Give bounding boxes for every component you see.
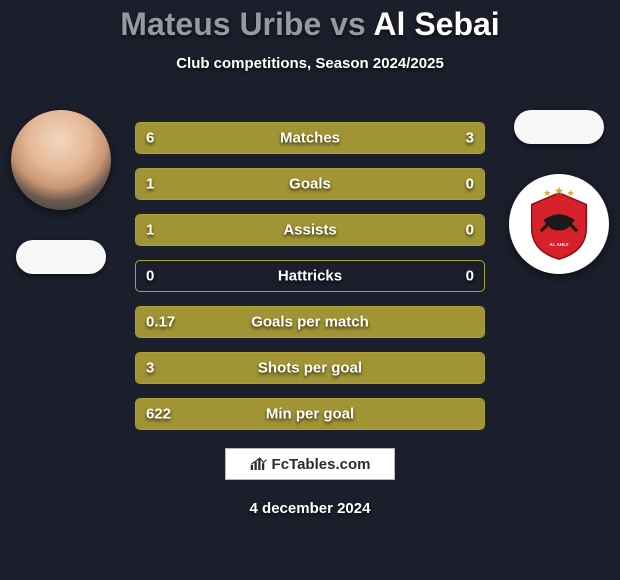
stat-value-right: 3 xyxy=(466,130,474,147)
stat-label: Hattricks xyxy=(278,268,342,285)
stat-row: 6 3 Matches xyxy=(135,122,485,154)
title-player1: Mateus Uribe xyxy=(120,6,321,42)
comparison-title: Mateus Uribe vs Al Sebai xyxy=(0,0,620,43)
stat-value-right: 0 xyxy=(466,222,474,239)
stat-label: Matches xyxy=(280,130,340,147)
stat-label: Assists xyxy=(283,222,336,239)
title-vs: vs xyxy=(330,6,366,42)
stat-row: 1 0 Assists xyxy=(135,214,485,246)
stat-row: 622 Min per goal xyxy=(135,398,485,430)
stat-value-left: 1 xyxy=(146,222,154,239)
stat-value-left: 6 xyxy=(146,130,154,147)
stat-value-left: 0 xyxy=(146,268,154,285)
stat-value-left: 3 xyxy=(146,360,154,377)
player-photo xyxy=(11,110,111,210)
stats-bar-chart: 6 3 Matches 1 0 Goals 1 0 Assists 0 0 Hattricks 0.17… xyxy=(135,122,485,430)
stat-value-right: 0 xyxy=(466,176,474,193)
stat-row: 0 0 Hattricks xyxy=(135,260,485,292)
stat-value-left: 622 xyxy=(146,406,171,423)
right-player-column: AL AHLY xyxy=(504,110,614,274)
stat-label: Min per goal xyxy=(266,406,354,423)
stat-label: Shots per goal xyxy=(258,360,362,377)
flag-ellipse xyxy=(16,240,106,274)
subtitle: Club competitions, Season 2024/2025 xyxy=(0,55,620,72)
stat-row: 0.17 Goals per match xyxy=(135,306,485,338)
stat-row: 3 Shots per goal xyxy=(135,352,485,384)
stat-value-left: 0.17 xyxy=(146,314,175,331)
stat-label: Goals xyxy=(289,176,331,193)
date-text: 4 december 2024 xyxy=(250,500,371,517)
svg-text:AL AHLY: AL AHLY xyxy=(549,242,569,247)
left-player-column xyxy=(6,110,116,274)
stat-label: Goals per match xyxy=(251,314,369,331)
flag-ellipse xyxy=(514,110,604,144)
stat-value-left: 1 xyxy=(146,176,154,193)
title-player2: Al Sebai xyxy=(373,6,499,42)
bar-chart-icon xyxy=(250,457,268,471)
brand-badge: FcTables.com xyxy=(225,448,395,480)
brand-text: FcTables.com xyxy=(272,456,371,473)
stat-value-right: 0 xyxy=(466,268,474,285)
al-ahly-crest: AL AHLY xyxy=(509,174,609,274)
stat-row: 1 0 Goals xyxy=(135,168,485,200)
